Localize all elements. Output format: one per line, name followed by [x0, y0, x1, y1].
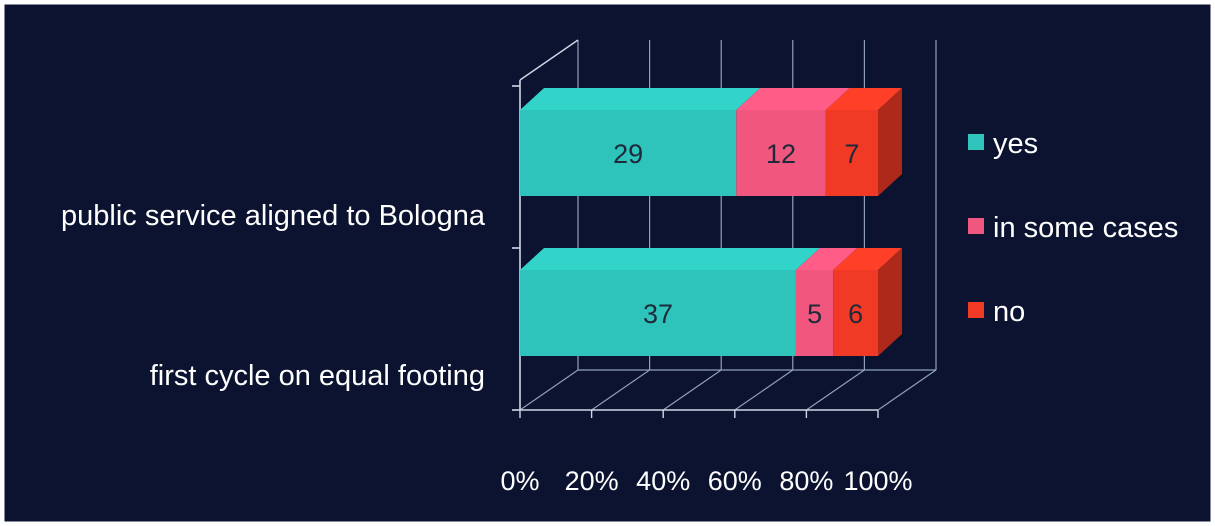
legend-swatch-in-some-cases	[968, 218, 984, 234]
y-axis-depth-line	[519, 39, 579, 81]
gridline-floor	[662, 369, 722, 411]
bar-top-no	[833, 248, 902, 270]
bar-in-some-cases	[795, 270, 834, 356]
gridline-floor	[806, 369, 865, 411]
gridline-floor	[877, 369, 937, 411]
bars	[520, 88, 902, 356]
legend-label-in-some-cases: in some cases	[993, 212, 1178, 244]
bar-value-label: 29	[613, 139, 643, 169]
x-tick-labels: 0% 20% 40% 60% 80% 100%	[500, 466, 912, 496]
x-tick-label: 100%	[843, 466, 912, 496]
x-tick-label: 80%	[779, 466, 833, 496]
x-tick-label: 60%	[708, 466, 762, 496]
bar-top-yes	[520, 88, 761, 110]
bar-value-label: 7	[844, 139, 859, 169]
bar-value-label: 6	[848, 299, 863, 329]
bar-value-label: 5	[807, 299, 822, 329]
x-tick-label: 40%	[636, 466, 690, 496]
bar-value-label: 12	[766, 139, 796, 169]
value-labels: 29 12 7 37 5 6	[613, 139, 863, 329]
category-label: first cycle on equal footing	[150, 360, 485, 392]
bar-top-no	[825, 88, 902, 110]
legend-swatch-yes	[968, 134, 984, 150]
legend: yes in some cases no	[968, 128, 1178, 328]
bar-side-no	[878, 88, 902, 196]
bar-side-no	[878, 248, 902, 356]
category-label: public service aligned to Bologna	[61, 200, 486, 232]
bar-yes	[520, 110, 737, 196]
legend-swatch-no	[968, 302, 984, 318]
bar-value-label: 37	[643, 299, 673, 329]
category-labels: public service aligned to Bologna first c…	[61, 200, 486, 392]
gridline-floor	[734, 369, 794, 411]
gridline-floor	[591, 369, 650, 411]
bar-no	[833, 270, 878, 356]
bar-top-in-some-cases	[736, 88, 850, 110]
bar-no	[825, 110, 878, 196]
x-tick-label: 20%	[565, 466, 619, 496]
bar-top-yes	[520, 248, 820, 270]
legend-label-yes: yes	[993, 128, 1038, 160]
gridline-floor	[519, 369, 579, 411]
legend-label-no: no	[993, 296, 1025, 328]
bar-top-in-some-cases	[795, 248, 858, 270]
bar-in-some-cases	[736, 110, 826, 196]
bar-yes	[520, 270, 796, 356]
x-tick-label: 0%	[500, 466, 539, 496]
